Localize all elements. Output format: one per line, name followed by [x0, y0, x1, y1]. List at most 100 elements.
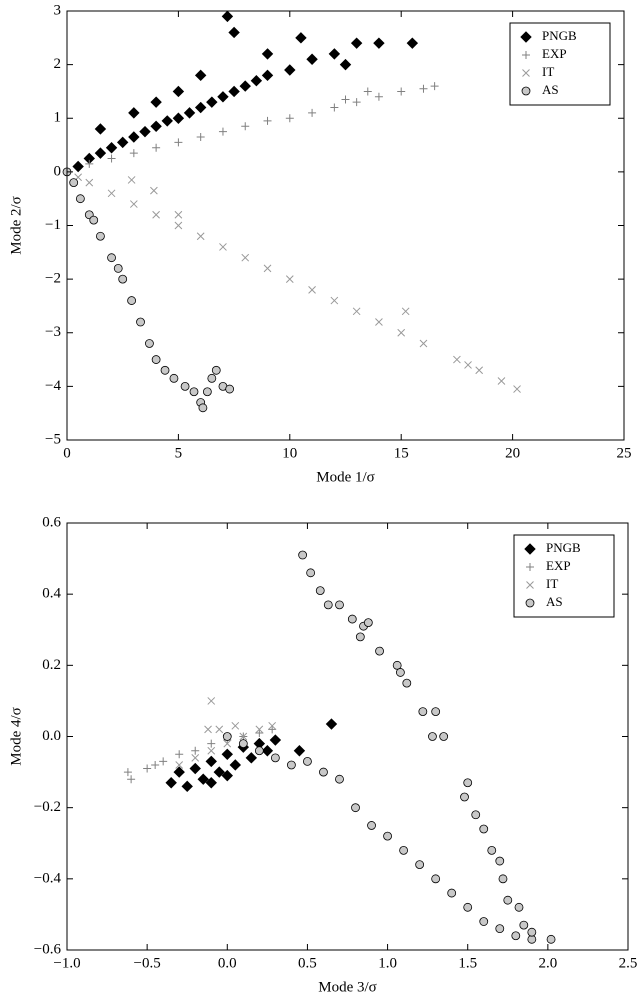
- x-tick-label: 5: [175, 445, 183, 461]
- marker: [205, 755, 217, 768]
- marker: [160, 365, 170, 375]
- marker: [107, 253, 116, 263]
- marker: [89, 215, 99, 225]
- marker: [268, 725, 277, 734]
- series: [62, 167, 235, 413]
- marker: [330, 296, 339, 305]
- marker: [375, 646, 384, 656]
- marker: [72, 160, 84, 173]
- marker: [341, 95, 350, 104]
- y-tick-label: −4: [45, 378, 61, 394]
- marker: [261, 745, 274, 757]
- series: [222, 550, 556, 944]
- marker: [191, 746, 200, 755]
- x-tick-label: 2.0: [538, 955, 557, 971]
- marker: [495, 856, 505, 866]
- y-tick-label: 2: [54, 56, 62, 72]
- marker: [439, 732, 449, 741]
- y-tick-label: 0.2: [42, 657, 61, 673]
- x-tick-label: 0: [63, 445, 71, 461]
- marker: [315, 586, 325, 596]
- marker: [245, 752, 258, 764]
- marker: [96, 231, 105, 241]
- legend: PNGB EXP IT AS: [509, 22, 611, 106]
- marker: [223, 739, 232, 748]
- marker: [239, 732, 248, 741]
- marker: [503, 895, 513, 905]
- marker: [239, 80, 251, 92]
- marker: [525, 598, 535, 608]
- marker: [475, 366, 484, 375]
- marker: [196, 133, 205, 142]
- marker: [498, 874, 508, 884]
- marker: [118, 274, 128, 284]
- marker: [202, 387, 212, 397]
- marker: [487, 845, 497, 855]
- marker: [522, 51, 530, 59]
- marker: [263, 264, 272, 273]
- marker: [460, 792, 469, 802]
- y-tick-label: −0.6: [34, 941, 62, 957]
- marker: [204, 725, 212, 734]
- marker: [255, 725, 264, 734]
- marker: [397, 328, 406, 337]
- marker: [406, 37, 419, 49]
- marker: [402, 678, 412, 688]
- marker: [198, 403, 208, 413]
- marker: [325, 718, 338, 730]
- marker: [107, 189, 116, 198]
- y-tick-label: 1: [54, 110, 62, 126]
- marker: [269, 734, 282, 746]
- marker: [352, 98, 361, 107]
- marker: [191, 753, 200, 762]
- marker: [363, 87, 372, 96]
- marker: [150, 96, 162, 108]
- marker: [250, 75, 263, 87]
- marker: [527, 934, 537, 944]
- marker: [513, 385, 521, 393]
- marker: [75, 194, 85, 204]
- marker: [497, 377, 506, 385]
- marker: [526, 581, 534, 589]
- marker: [215, 725, 224, 734]
- marker: [519, 920, 529, 930]
- marker: [85, 178, 94, 187]
- x-tick-label: 1.0: [378, 955, 397, 971]
- marker: [306, 568, 316, 578]
- marker: [207, 739, 216, 748]
- marker: [284, 64, 296, 76]
- marker: [511, 931, 521, 941]
- y-tick-label: −0.2: [34, 799, 61, 815]
- marker: [145, 339, 154, 348]
- marker: [287, 760, 296, 770]
- marker: [463, 902, 473, 912]
- marker: [94, 123, 107, 135]
- marker: [207, 373, 217, 383]
- marker: [392, 660, 402, 670]
- marker: [335, 774, 344, 784]
- marker: [339, 58, 352, 71]
- marker: [328, 48, 341, 60]
- marker: [228, 85, 240, 98]
- series: [165, 718, 338, 793]
- marker: [527, 927, 537, 937]
- marker: [211, 365, 221, 375]
- x-tick-label: 2.5: [619, 955, 638, 971]
- marker: [165, 777, 177, 789]
- marker: [323, 600, 333, 610]
- marker: [127, 176, 136, 184]
- marker: [295, 32, 307, 44]
- marker: [270, 753, 280, 763]
- legend: PNGB EXP IT AS: [513, 534, 615, 618]
- marker: [85, 159, 94, 168]
- marker: [221, 769, 233, 782]
- marker: [189, 762, 201, 775]
- marker: [136, 317, 145, 327]
- marker: [207, 697, 216, 705]
- legend-label: EXP: [542, 46, 567, 61]
- marker: [350, 37, 363, 49]
- marker: [228, 26, 240, 39]
- legend-label: EXP: [546, 558, 571, 573]
- marker: [293, 745, 306, 757]
